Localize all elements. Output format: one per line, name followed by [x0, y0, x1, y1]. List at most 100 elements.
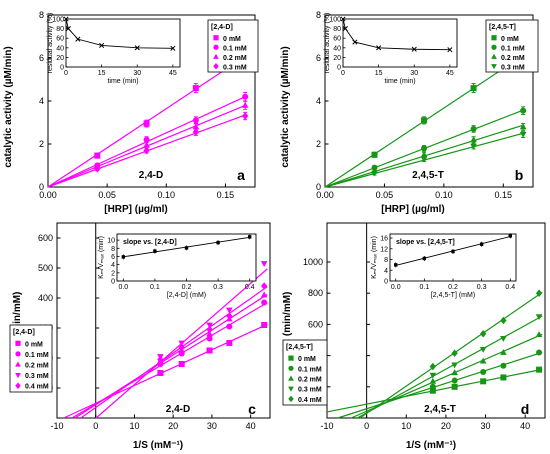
inset-point-stroke-2	[170, 45, 176, 51]
x-tick-label: 20	[441, 421, 451, 431]
panel-d-xlabel: 1/S (mM⁻¹)	[406, 440, 456, 451]
inset-point	[394, 263, 398, 267]
legend-label: 0.4 mM	[298, 397, 322, 404]
data-point	[500, 336, 507, 342]
data-point	[429, 377, 437, 384]
inset-point	[170, 45, 176, 51]
y-tick-label: 400	[38, 293, 53, 303]
data-point	[143, 136, 150, 143]
panel-a-title: 2,4-D	[139, 170, 163, 181]
inset-frame	[342, 18, 458, 68]
x-tick-label: 30	[207, 421, 217, 431]
panel-a-yticks: 0 2 4 6 8	[39, 10, 52, 192]
inset-point-stroke-2	[63, 16, 69, 22]
legend-marker	[213, 44, 219, 50]
inset-point-stroke-2	[411, 46, 417, 52]
data-point	[470, 85, 477, 92]
inset-x-tick-label: 0.4	[245, 284, 255, 291]
inset-point	[216, 240, 220, 245]
x-tick-label: 10	[129, 421, 139, 431]
inset-y-tick-label: 0	[384, 279, 388, 286]
data-point	[500, 316, 507, 325]
y-tick-label: 6	[39, 53, 44, 63]
data-point	[500, 349, 507, 355]
y-tick-label: 8	[316, 10, 321, 20]
inset-point	[352, 39, 358, 45]
data-point	[470, 143, 477, 150]
inset-point	[376, 45, 382, 51]
data-point	[226, 340, 233, 346]
y-tick-label: 2	[316, 139, 321, 149]
inset-y-tick-label: 16	[380, 236, 388, 243]
panel-a-xticks: 0.00 0.05 0.10 0.15	[39, 183, 234, 200]
inset-point	[65, 26, 71, 32]
data-point	[536, 366, 543, 373]
data-point	[480, 330, 487, 338]
x-tick-label: 0.10	[158, 190, 176, 200]
fit-line	[337, 351, 543, 419]
inset-point	[447, 47, 453, 53]
data-point	[157, 370, 164, 376]
panel-b-letter: b	[515, 167, 524, 183]
inset-point	[479, 242, 484, 246]
legend-title: [2,4-D]	[13, 329, 35, 336]
data-point	[420, 156, 428, 163]
inset-y-tick-label: 0	[111, 279, 115, 286]
legend-label: 0.2 mM	[298, 377, 322, 384]
plot-frame	[56, 222, 271, 419]
panel-b-xticks: 0.00 0.05 0.10 0.15	[316, 183, 512, 200]
x-tick-label: 0.05	[98, 190, 116, 200]
inset-x-tick-label: 0	[64, 70, 68, 77]
legend-label: 0.3 mM	[501, 64, 525, 71]
inset-y-tick-label: 4	[384, 268, 388, 275]
inset-point	[63, 16, 69, 22]
y-tick-label: 4	[39, 96, 44, 106]
legend-marker	[15, 351, 21, 357]
legend-marker	[491, 64, 497, 70]
inset-y-tick-label: 4	[111, 262, 115, 269]
data-point	[535, 314, 543, 321]
inset-point-stroke-2	[342, 26, 348, 32]
inset-y-tick-label: 12	[380, 246, 388, 253]
legend-label: 0.2 mM	[223, 55, 247, 62]
x-tick-label: 0.00	[316, 190, 334, 200]
data-point	[206, 347, 213, 354]
inset-y-tick-label: 8	[384, 257, 388, 264]
legend-marker	[288, 355, 294, 361]
legend-marker	[491, 44, 497, 50]
y-tick-label: 0	[316, 182, 321, 192]
inset-ylabel: Kₘ/Vₘₐₓ (min)	[98, 236, 105, 279]
inset-x-tick-label: 0.3	[213, 284, 223, 291]
data-point	[94, 164, 101, 173]
data-point	[480, 368, 487, 375]
data-point	[519, 131, 527, 138]
data-point	[451, 377, 458, 384]
data-point	[429, 362, 436, 371]
inset-y-tick-label: 60	[56, 36, 64, 43]
inset-point	[342, 26, 348, 32]
inset-x-tick-label: 15	[375, 70, 383, 77]
panel-d-legend: [2,4,5-T] 0 mM 0.1 mM 0.2 mM 0.3 mM 0.4 mM	[282, 339, 328, 406]
inset-y-tick-label: 40	[56, 45, 64, 52]
legend-label: 0.3 mM	[298, 387, 322, 394]
inset-point	[153, 249, 157, 253]
x-tick-label: 30	[481, 421, 491, 431]
inset-x-tick-label: 0.1	[150, 284, 160, 291]
legend-marker	[213, 53, 219, 59]
inset-point-stroke-2	[447, 47, 453, 53]
x-tick-label: 10	[401, 421, 411, 431]
inset-x-tick-label: 30	[410, 70, 418, 77]
panel-c-frame	[56, 222, 271, 419]
inset-frame	[65, 18, 181, 68]
data-point	[470, 125, 477, 132]
inset-y-tick-label: 80	[56, 26, 64, 33]
legend-marker	[213, 63, 219, 70]
panel-d-ylabel: 1/V₀ (min/mM)	[282, 292, 293, 359]
legend-label: 0.4 mM	[25, 384, 49, 391]
inset-y-tick-label: 6	[111, 254, 115, 261]
data-point	[429, 383, 436, 390]
data-point	[241, 101, 249, 108]
x-tick-label: 0.10	[435, 190, 453, 200]
legend-label: 0 mM	[501, 36, 519, 43]
